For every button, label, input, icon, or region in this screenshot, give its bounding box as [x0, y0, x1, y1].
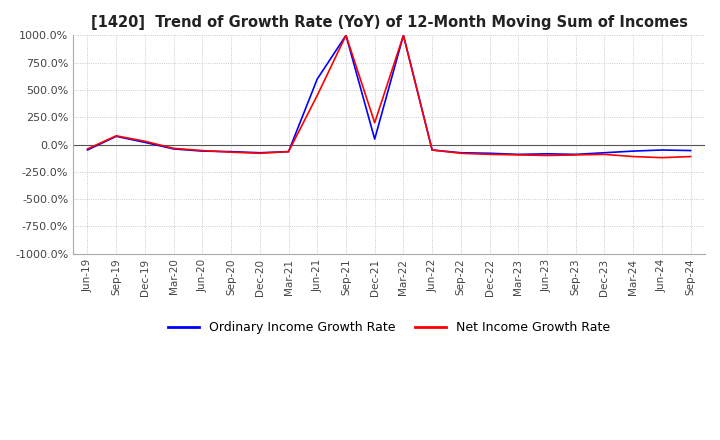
Legend: Ordinary Income Growth Rate, Net Income Growth Rate: Ordinary Income Growth Rate, Net Income …: [163, 316, 615, 339]
Title: [1420]  Trend of Growth Rate (YoY) of 12-Month Moving Sum of Incomes: [1420] Trend of Growth Rate (YoY) of 12-…: [91, 15, 688, 30]
